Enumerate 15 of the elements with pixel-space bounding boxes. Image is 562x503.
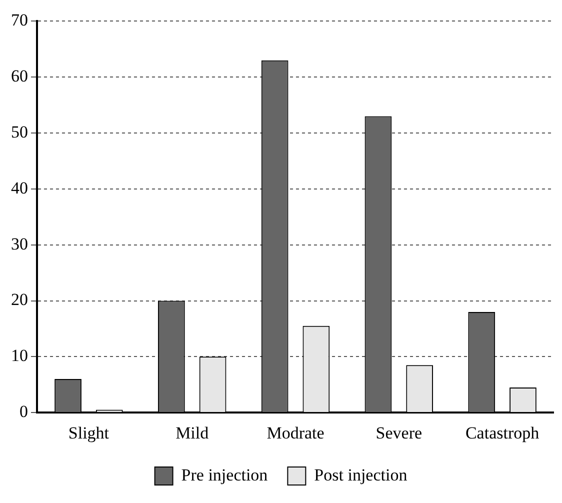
legend-label: Pre injection — [181, 465, 268, 484]
y-tick-label: 60 — [11, 66, 28, 86]
x-tick-label: Mild — [176, 423, 210, 442]
y-tick-label: 70 — [11, 10, 28, 30]
x-tick-label: Catastroph — [465, 423, 540, 442]
y-tick-label: 10 — [11, 346, 28, 366]
x-tick-label: Severe — [376, 423, 422, 442]
y-tick-label: 40 — [11, 178, 28, 198]
y-tick-label: 0 — [20, 402, 28, 422]
y-tick-label: 30 — [11, 234, 28, 254]
legend-label: Post injection — [314, 465, 408, 484]
x-tick-label: Slight — [68, 423, 110, 442]
y-tick-label: 50 — [11, 122, 28, 142]
y-tick-label: 20 — [11, 290, 28, 310]
x-tick-label: Modrate — [266, 423, 324, 442]
